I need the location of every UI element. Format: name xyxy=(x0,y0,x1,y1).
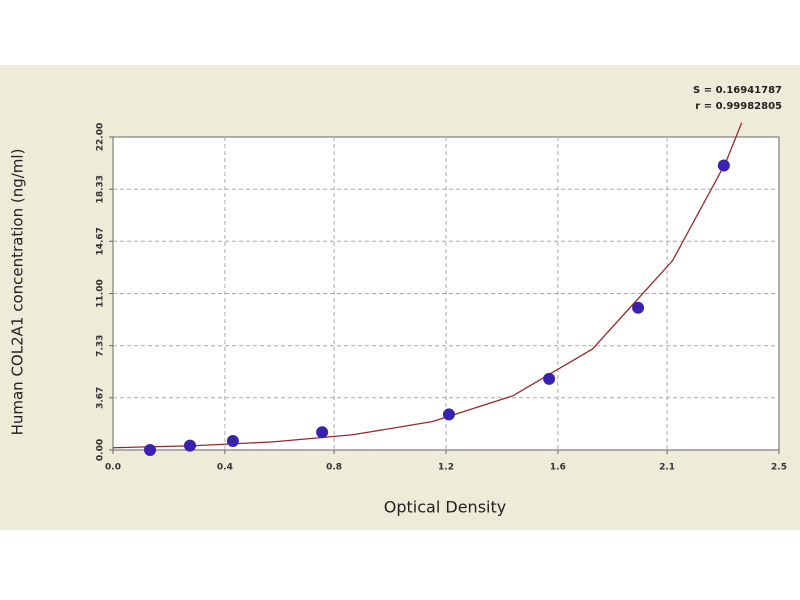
y-tick-label: 3.67 xyxy=(96,387,106,409)
y-tick-label: 22.00 xyxy=(96,123,106,151)
annotation: S = 0.16941787 xyxy=(693,85,782,96)
data-point xyxy=(316,426,329,439)
x-tick-label: 0.0 xyxy=(105,463,121,473)
annotation: r = 0.99982805 xyxy=(695,101,782,112)
y-tick-label: 11.00 xyxy=(96,279,106,307)
data-point xyxy=(543,372,556,385)
data-point xyxy=(144,444,157,456)
x-tick-label: 1.2 xyxy=(438,463,454,473)
x-tick-label: 2.1 xyxy=(659,463,675,473)
y-tick-label: 0.00 xyxy=(96,439,106,461)
data-point xyxy=(183,439,196,452)
x-tick-label: 0.4 xyxy=(217,463,233,473)
y-tick-label: 14.67 xyxy=(96,227,106,255)
x-tick-label: 1.6 xyxy=(550,463,566,473)
data-point xyxy=(442,408,455,421)
data-point xyxy=(226,435,239,448)
x-axis-label: Optical Density xyxy=(384,498,506,517)
data-point xyxy=(717,159,730,172)
y-tick-label: 7.33 xyxy=(96,335,106,357)
x-tick-label: 2.5 xyxy=(771,463,787,473)
x-tick-label: 0.8 xyxy=(326,463,342,473)
data-point xyxy=(632,301,645,314)
y-axis-label: Human COL2A1 concentration (ng/ml) xyxy=(9,149,27,436)
y-tick-label: 18.33 xyxy=(96,175,106,203)
